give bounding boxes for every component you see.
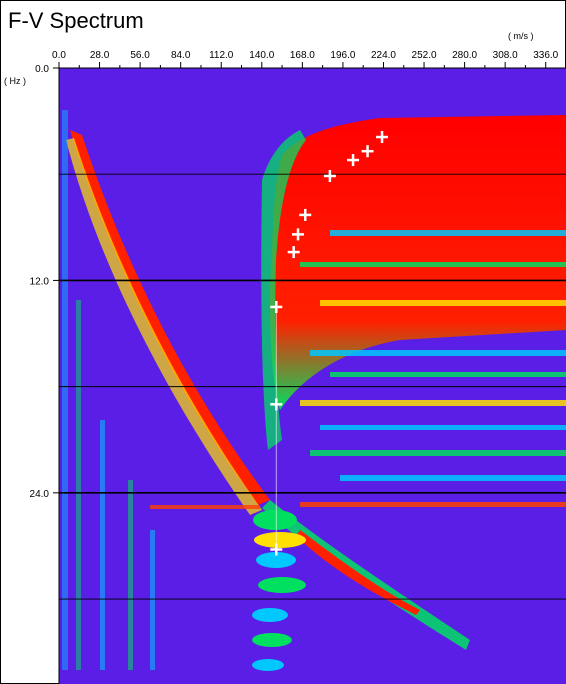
x-tick-label: 252.0 [412, 50, 437, 61]
y-tick-label: 24.0 [30, 489, 50, 500]
x-unit-label: ( m/s ) [508, 31, 534, 41]
x-tick-label: 0.0 [52, 50, 66, 61]
x-tick-label: 168.0 [290, 50, 315, 61]
lower-diagonal-core [296, 530, 420, 615]
picks [270, 131, 389, 556]
diagonal-band [70, 130, 270, 505]
y-unit-label: ( Hz ) [4, 76, 26, 86]
left-speckles [62, 110, 155, 670]
x-tick-label: 196.0 [330, 50, 355, 61]
x-tick-label: 28.0 [90, 50, 110, 61]
diagonal-band-halo [66, 138, 262, 515]
heatmap-energy [62, 110, 566, 671]
x-axis: 0.0 28.0 56.0 84.0 112.0 140.0 168.0 196.0 224.0… [52, 50, 566, 69]
x-tick-label: 280.0 [452, 50, 477, 61]
gridlines [59, 173, 566, 600]
y-tick-label: 0.0 [35, 64, 49, 75]
x-tick-label: 56.0 [130, 50, 150, 61]
x-tick-label: 84.0 [171, 50, 191, 61]
x-tick-label: 308.0 [493, 50, 518, 61]
crossband-24hz [150, 505, 260, 509]
x-tick-label: 336.0 [533, 50, 558, 61]
striations [300, 230, 566, 507]
x-tick-label: 224.0 [371, 50, 396, 61]
x-tick-label: 140.0 [249, 50, 274, 61]
y-axis: 0.0 12.0 24.0 [30, 64, 60, 684]
lower-ridge-blobs [252, 510, 306, 671]
ridge-fringe [261, 130, 306, 450]
y-tick-label: 12.0 [30, 276, 50, 287]
x-tick-label: 112.0 [209, 50, 234, 61]
chart-title: F-V Spectrum [8, 8, 144, 33]
